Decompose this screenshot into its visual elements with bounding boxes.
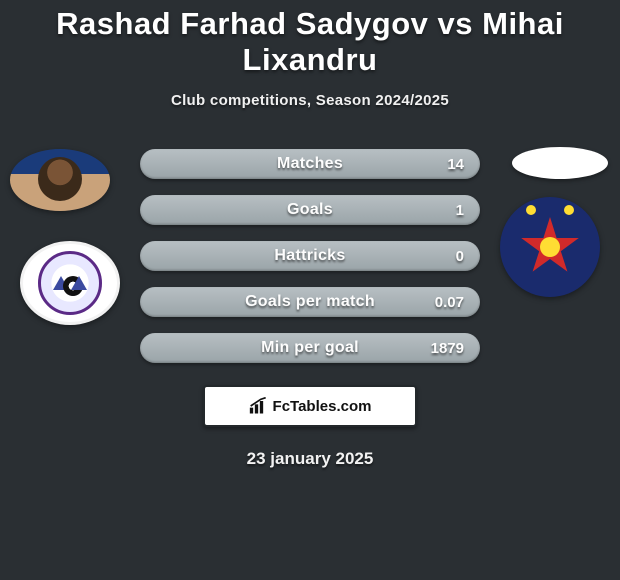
stat-label: Matches: [277, 155, 343, 173]
brand-pill: FcTables.com: [203, 385, 417, 427]
stat-row-hattricks: Hattricks 0: [140, 241, 480, 271]
player-right-club-badge: [500, 197, 600, 297]
brand-text: FcTables.com: [273, 398, 372, 415]
stat-row-goals-per-match: Goals per match 0.07: [140, 287, 480, 317]
player-left-photo: [10, 149, 110, 211]
page-title: Rashad Farhad Sadygov vs Mihai Lixandru: [0, 0, 620, 78]
stat-row-matches: Matches 14: [140, 149, 480, 179]
stat-value-right: 0.07: [435, 294, 464, 311]
stat-label: Hattricks: [274, 247, 345, 265]
stat-bars: Matches 14 Goals 1 Hattricks 0 Goals per…: [140, 149, 480, 379]
page-subtitle: Club competitions, Season 2024/2025: [0, 92, 620, 109]
stat-row-goals: Goals 1: [140, 195, 480, 225]
stat-value-right: 1879: [431, 340, 464, 357]
stat-label: Min per goal: [261, 339, 359, 357]
infographic-date: 23 january 2025: [0, 449, 620, 469]
comparison-panel: Matches 14 Goals 1 Hattricks 0 Goals per…: [0, 137, 620, 367]
player-left-club-badge: [20, 241, 120, 325]
player-right-photo: [512, 147, 608, 179]
chart-icon: [249, 397, 269, 415]
stat-label: Goals: [287, 201, 333, 219]
stat-label: Goals per match: [245, 293, 375, 311]
stat-value-right: 14: [447, 156, 464, 173]
stat-value-right: 0: [456, 248, 464, 265]
stat-value-right: 1: [456, 202, 464, 219]
stat-row-min-per-goal: Min per goal 1879: [140, 333, 480, 363]
